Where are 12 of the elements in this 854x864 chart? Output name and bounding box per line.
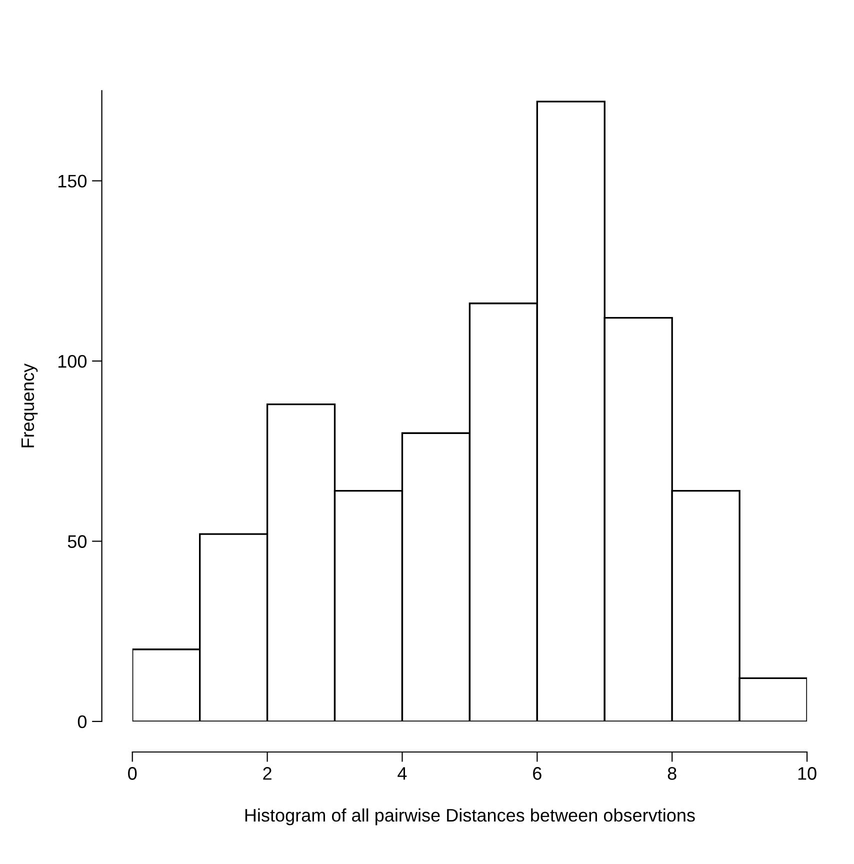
y-tick-label: 50 xyxy=(68,535,87,548)
x-tick-label: 0 xyxy=(128,767,137,780)
x-tick-label: 6 xyxy=(533,767,542,780)
x-tick-label: 2 xyxy=(263,767,272,780)
x-axis-title: Histogram of all pairwise Distances between observtions xyxy=(245,808,695,826)
y-tick-label: 100 xyxy=(58,354,87,368)
y-tick-label: 150 xyxy=(58,174,87,188)
x-tick-label: 10 xyxy=(798,767,816,780)
x-tick-label: 8 xyxy=(668,767,676,780)
y-tick-label: 0 xyxy=(78,715,87,728)
x-tick-label: 4 xyxy=(398,767,407,780)
y-axis-title: Frequency xyxy=(21,363,38,448)
